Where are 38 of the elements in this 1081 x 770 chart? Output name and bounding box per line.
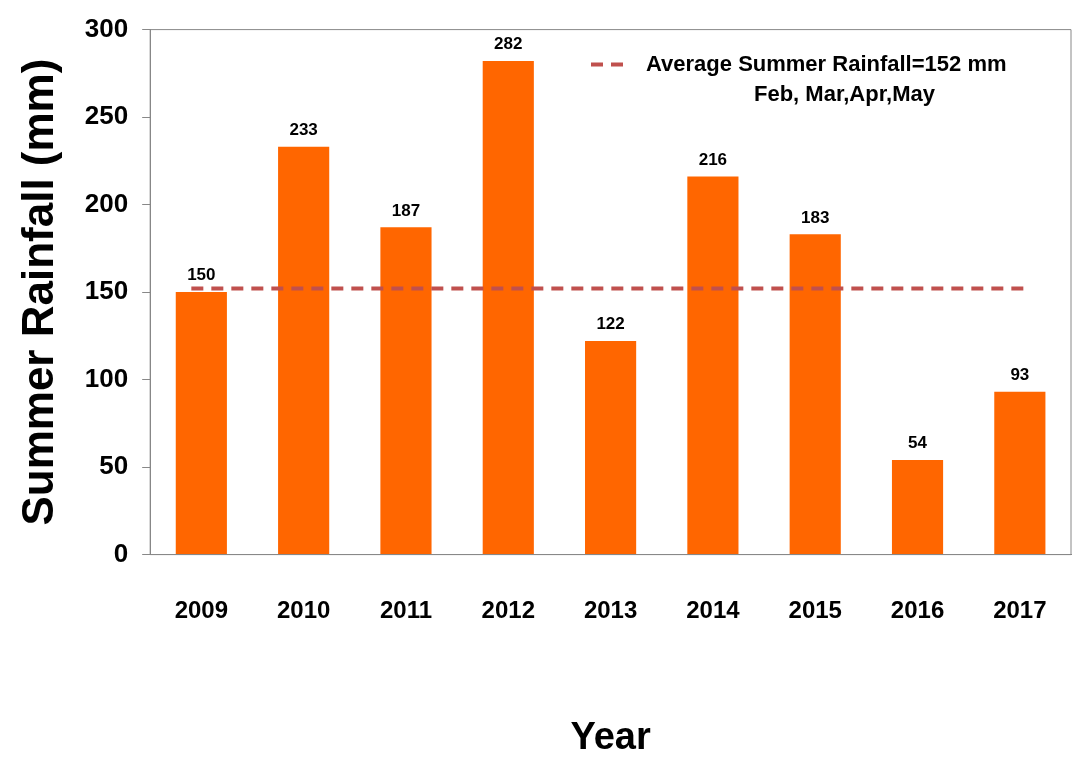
y-tick-label: 50 [99,450,129,481]
legend-label: Average Summer Rainfall=152 mm [646,50,1007,76]
bar [687,176,739,555]
bar [585,341,637,555]
bar [789,234,841,555]
bar [994,391,1046,555]
data-label: 150 [187,265,216,285]
bar [175,292,227,555]
annotation: Feb, Mar,Apr,May [754,80,936,106]
y-tick-label: 200 [84,187,129,218]
bar [380,227,432,555]
y-tick-label: 100 [84,362,129,393]
data-label: 187 [391,200,421,220]
y-tick-label: 150 [84,275,129,306]
x-tick-label: 2009 [174,595,229,623]
y-tick-label: 300 [84,12,129,43]
x-axis-title: Year [570,714,651,757]
x-tick-label: 2014 [686,595,741,623]
bar [891,460,944,555]
bar [278,146,330,555]
data-label: 233 [289,120,318,140]
bar [482,61,534,555]
x-tick-label: 2016 [890,595,945,623]
data-label: 93 [1010,365,1030,385]
x-tick-label: 2017 [993,595,1047,623]
x-tick-label: 2015 [788,595,842,623]
data-label: 216 [698,149,728,169]
x-tick-label: 2010 [276,595,331,623]
x-tick-label: 2012 [481,595,535,623]
y-axis-title: Summer Rainfall (mm) [12,58,62,526]
y-tick-label: 250 [84,100,129,131]
data-label: 54 [908,433,928,453]
x-tick-label: 2011 [379,595,432,623]
x-tick-label: 2013 [583,595,638,623]
data-label: 183 [801,207,830,227]
y-tick-label: 0 [113,537,129,568]
data-label: 122 [596,314,625,334]
data-label: 282 [494,34,523,54]
